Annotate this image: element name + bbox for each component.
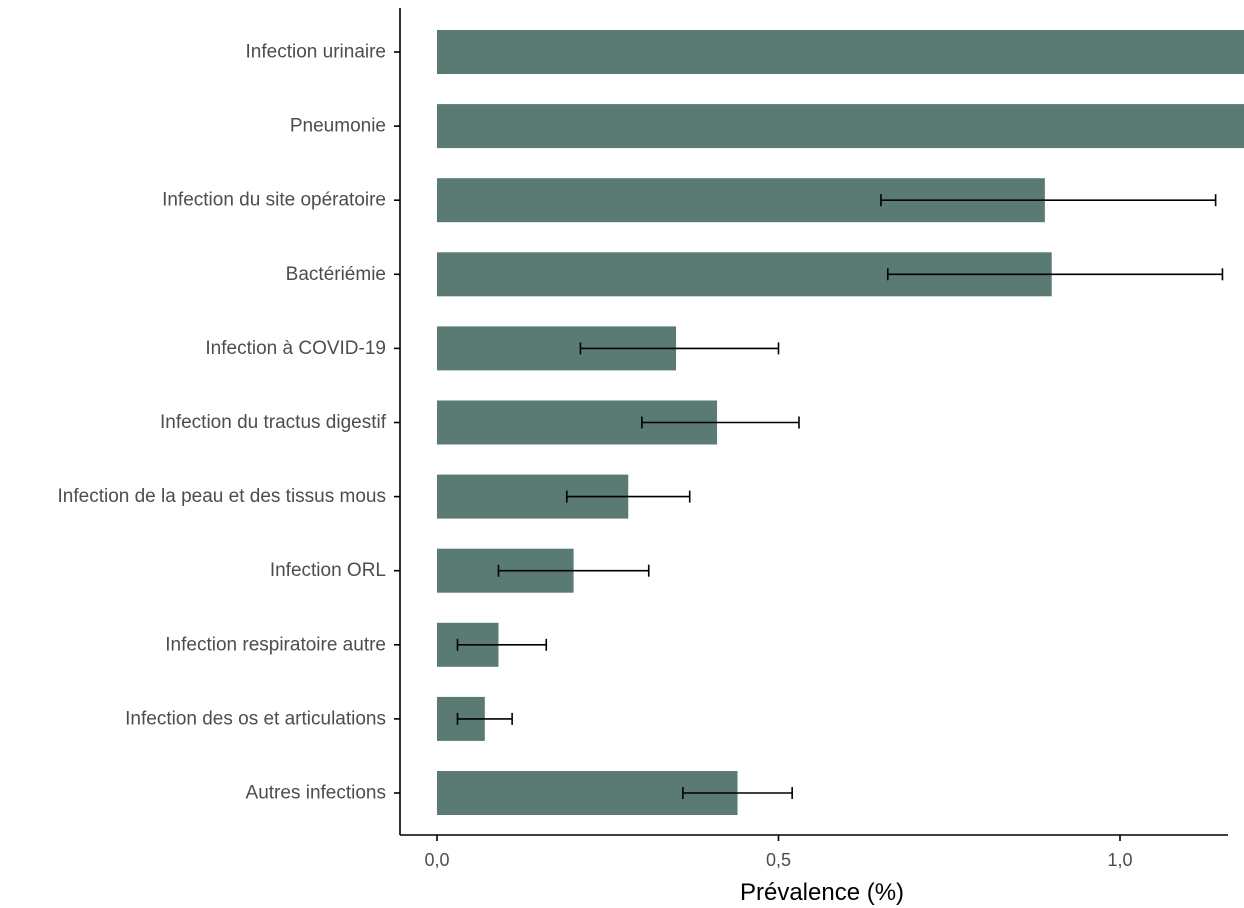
error-bar — [456, 638, 548, 651]
x-ticks: 0,00,51,01,52,0 — [424, 835, 1133, 870]
bars-layer — [437, 30, 1244, 815]
x-tick-label: 0,0 — [424, 850, 449, 870]
bar — [437, 30, 1244, 74]
error-bar — [880, 194, 1217, 207]
category-label: Autres infections — [246, 783, 386, 804]
error-bar — [497, 564, 650, 577]
category-label: Infection respiratoire autre — [165, 634, 386, 655]
error-bar — [456, 712, 513, 725]
x-axis-title: Prévalence (%) — [740, 879, 904, 906]
category-label: Infection à COVID-19 — [205, 338, 386, 359]
category-label: Infection de la peau et des tissus mous — [58, 486, 386, 507]
category-labels: Infection urinaire Pneumonie Infection du … — [58, 42, 400, 804]
error-bar — [565, 490, 691, 503]
error-bar — [682, 787, 793, 799]
category-label: Infection des os et articulations — [125, 708, 386, 729]
x-tick-label: 0,5 — [766, 850, 791, 870]
category-label: Infection ORL — [270, 560, 386, 581]
category-label: Infection du tractus digestif — [160, 412, 387, 433]
x-tick-label: 1,0 — [1107, 850, 1132, 870]
error-bar — [641, 416, 800, 429]
category-label: Infection du site opératoire — [162, 190, 386, 211]
error-bar — [886, 268, 1224, 281]
error-bar — [579, 342, 780, 355]
category-label: Infection urinaire — [246, 42, 386, 63]
bar — [437, 104, 1244, 149]
category-label: Bactériémie — [286, 264, 386, 285]
category-label: Pneumonie — [290, 116, 386, 137]
error-bars-layer — [456, 194, 1224, 799]
